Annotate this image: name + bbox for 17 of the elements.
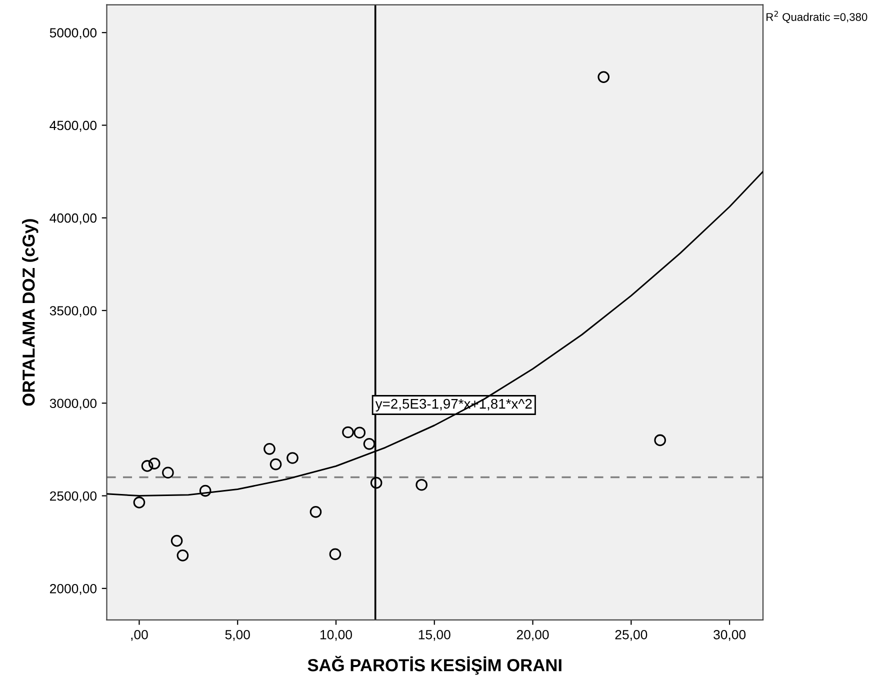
x-tick-label: 5,00 [225, 630, 250, 641]
y-tick-label: 4000,00 [50, 213, 97, 224]
y-tick-label: 2500,00 [50, 491, 97, 502]
text: R$^{2}$ Quadratic =0,380 [766, 10, 868, 23]
x-tick-label: 15,00 [418, 630, 450, 641]
y-axis-title: ORTALAMA DOZ (cGy) [22, 219, 38, 406]
x-tick-label: 25,00 [615, 630, 648, 641]
y-tick-label: 4500,00 [50, 120, 97, 132]
x-tick-label: 30,00 [714, 630, 746, 641]
x-tick-label: 20,00 [516, 630, 549, 641]
y-tick-label: 2000,00 [50, 584, 97, 595]
x-tick-label: ,00 [131, 630, 148, 641]
y-tick-label: 5000,00 [50, 28, 97, 40]
y-tick-label: 3000,00 [50, 398, 97, 410]
y-tick-label: 3500,00 [50, 306, 97, 317]
x-axis-title: SAĞ PAROTİS KESİŞİM ORANI [308, 656, 562, 675]
x-tick-label: 10,00 [320, 630, 352, 641]
